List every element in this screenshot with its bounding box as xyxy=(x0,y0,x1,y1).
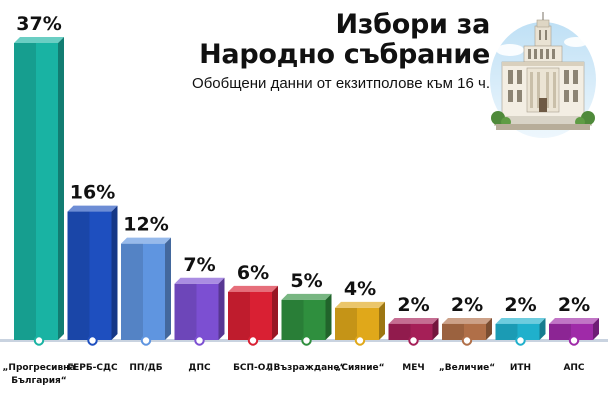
category-marker xyxy=(515,335,526,346)
bar-front-left xyxy=(14,43,36,340)
bar-side-face xyxy=(379,301,385,340)
bar-front-left xyxy=(228,291,250,340)
bar-side-face xyxy=(325,293,332,340)
bar-top-face xyxy=(174,277,225,284)
bar-side-face xyxy=(593,317,599,340)
bar-top-face xyxy=(121,237,171,244)
bar-front-left xyxy=(388,323,411,340)
category-marker xyxy=(87,335,98,346)
category-label: „Сияние“ xyxy=(335,363,384,373)
category-marker xyxy=(568,335,580,346)
bar-front-left xyxy=(174,283,197,340)
bar-top-face xyxy=(335,301,385,308)
value-label: 37% xyxy=(16,13,61,35)
bar-top-face xyxy=(442,317,492,324)
category-label: ПП/ДБ xyxy=(129,363,162,373)
category-marker xyxy=(408,335,419,346)
bar-top-face xyxy=(388,317,439,324)
bar-8 xyxy=(388,317,439,340)
bar-side-face xyxy=(272,285,278,340)
category-label: МЕЧ xyxy=(402,363,424,373)
value-label: 2% xyxy=(451,294,483,316)
bar-top-face xyxy=(14,37,64,43)
bar-side-face xyxy=(432,317,439,340)
bar-top-face xyxy=(228,285,278,292)
value-label: 16% xyxy=(70,182,115,204)
bar-front-left xyxy=(549,323,571,340)
category-label: ДПС xyxy=(188,363,211,373)
bar-1 xyxy=(14,37,64,340)
bar-front-left xyxy=(495,323,518,340)
bar-side-face xyxy=(58,37,64,340)
chart-subtitle: Обобщени данни от екзитполове към 16 ч. xyxy=(192,75,490,92)
chart-title-line-1: Избори за xyxy=(335,9,490,40)
category-label: ИТН xyxy=(510,363,531,373)
category-label: „Величие“ xyxy=(439,363,495,373)
bar-7 xyxy=(335,301,385,340)
bar-front-left xyxy=(335,307,357,340)
value-label: 6% xyxy=(237,262,269,284)
bar-side-face xyxy=(539,317,546,340)
bar-5 xyxy=(228,285,278,340)
bar-3 xyxy=(121,237,171,340)
value-label: 12% xyxy=(123,214,168,236)
bar-front-left xyxy=(121,243,143,340)
chart-title-line-2: Народно събрание xyxy=(199,39,490,70)
category-marker xyxy=(301,335,312,346)
bar-side-face xyxy=(165,237,171,340)
bar-6 xyxy=(281,293,332,340)
category-label: „Прогресивна xyxy=(3,363,76,373)
bar-front-left xyxy=(67,211,90,340)
category-label: България“ xyxy=(11,376,67,386)
value-label: 5% xyxy=(290,270,322,292)
bar-top-face xyxy=(495,317,546,324)
category-label: АПС xyxy=(563,363,584,373)
category-marker xyxy=(140,335,152,346)
category-marker xyxy=(33,335,45,346)
bar-2 xyxy=(67,205,118,340)
category-label: БСП-ОЛ xyxy=(233,363,273,373)
bar-side-face xyxy=(111,205,118,340)
bar-front-right xyxy=(196,283,219,340)
bar-front-left xyxy=(442,323,464,340)
bar-front-right xyxy=(36,43,58,340)
parliament-building-icon xyxy=(490,12,596,138)
category-marker xyxy=(461,335,473,346)
bar-side-face xyxy=(486,317,492,340)
category-label: „Възраждане“ xyxy=(268,363,346,373)
category-marker xyxy=(354,335,366,346)
bar-front-left xyxy=(281,299,304,340)
bar-front-right xyxy=(357,307,379,340)
title-block: Избори за Народно събрание Обобщени данн… xyxy=(110,10,490,93)
value-label: 4% xyxy=(344,278,376,300)
bar-front-right xyxy=(89,211,112,340)
bar-top-face xyxy=(67,205,118,212)
bar-4 xyxy=(174,277,225,340)
bar-top-face xyxy=(281,293,332,300)
category-label: ГЕРБ-СДС xyxy=(67,363,118,373)
value-label: 2% xyxy=(504,294,536,316)
bar-front-right xyxy=(250,291,272,340)
value-label: 2% xyxy=(558,294,590,316)
value-label: 7% xyxy=(183,254,215,276)
bar-side-face xyxy=(218,277,225,340)
bar-top-face xyxy=(549,317,599,324)
category-marker xyxy=(194,335,205,346)
value-label: 2% xyxy=(397,294,429,316)
bar-front-right xyxy=(303,299,326,340)
bar-front-right xyxy=(143,243,165,340)
category-marker xyxy=(247,335,259,346)
